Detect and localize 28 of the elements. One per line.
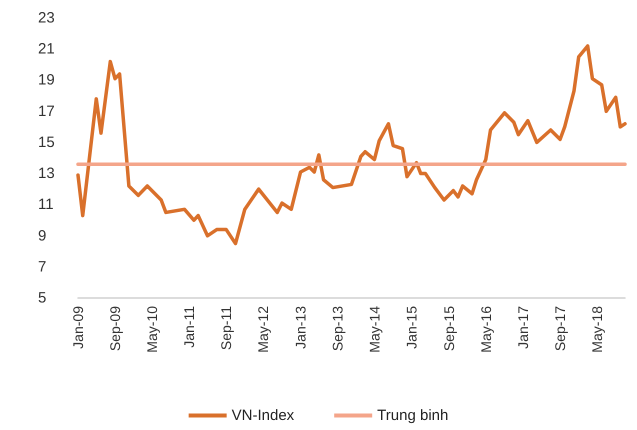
line-series xyxy=(76,44,627,246)
y-tick-label: 21 xyxy=(38,40,55,58)
y-tick-label: 13 xyxy=(38,165,55,182)
y-tick-label: 23 xyxy=(38,10,55,26)
x-tick-label: Jan-11 xyxy=(181,306,198,348)
x-tick-label: Jan-15 xyxy=(404,306,420,349)
y-tick-label: 19 xyxy=(38,72,55,89)
x-tick-label: Jan-09 xyxy=(70,306,86,349)
x-tick-label: Jan-13 xyxy=(292,306,309,349)
x-tick-label: Sep-17 xyxy=(552,306,568,352)
x-tick-label: May-16 xyxy=(478,306,494,353)
x-tick-label: Sep-09 xyxy=(107,306,124,352)
x-tick-label: Sep-13 xyxy=(330,306,346,352)
x-tick-label: Jan-17 xyxy=(515,306,532,349)
x-tick-label: May-14 xyxy=(366,306,382,353)
legend-label: Trung binh xyxy=(377,407,448,424)
x-tick-label: May-18 xyxy=(588,306,605,353)
x-tick-label: Sep-11 xyxy=(218,306,234,350)
x-tick-label: Sep-15 xyxy=(440,306,457,352)
y-tick-label: 17 xyxy=(38,102,55,120)
y-tick-label: 7 xyxy=(38,258,46,276)
y-tick-label: 11 xyxy=(38,196,54,214)
y-tick-label: 5 xyxy=(38,290,46,306)
x-tick-label: May-12 xyxy=(255,306,272,353)
y-tick-label: 15 xyxy=(38,134,55,151)
x-tick-label: May-10 xyxy=(144,306,160,353)
y-tick-label: 9 xyxy=(38,227,46,244)
legend-label: VN-Index xyxy=(232,407,295,424)
